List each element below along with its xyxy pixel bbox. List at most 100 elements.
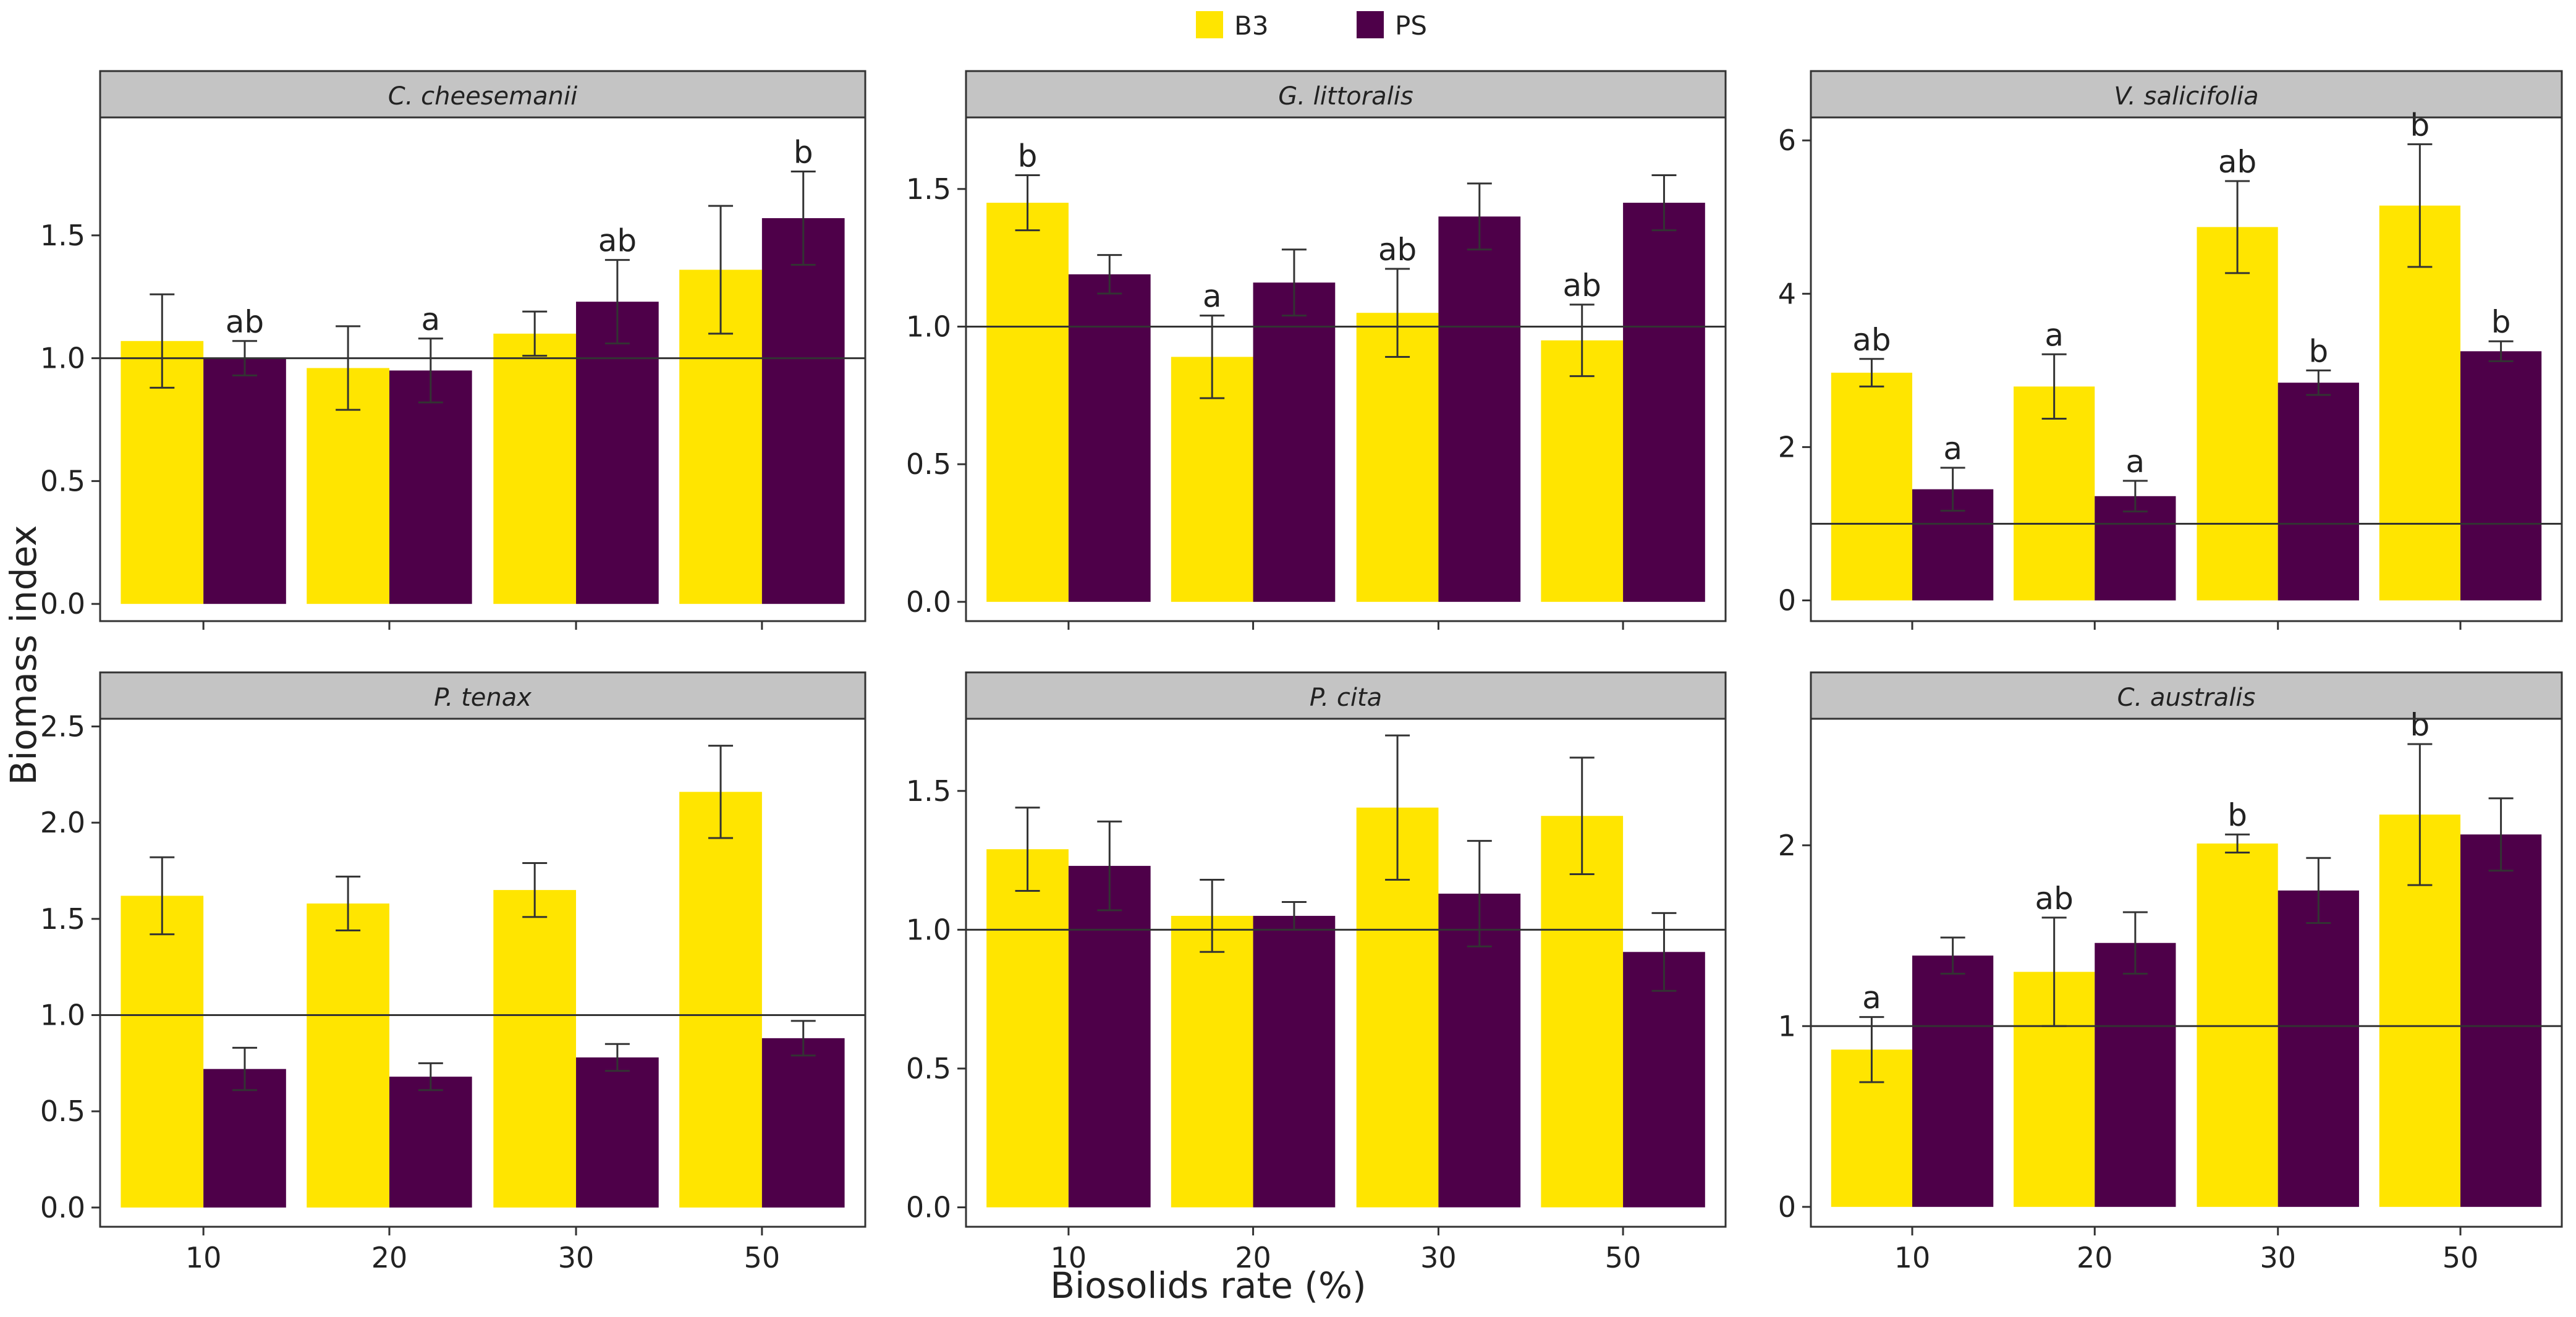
- significance-label: a: [2044, 317, 2064, 353]
- y-tick-label: 1: [1778, 1009, 1796, 1043]
- bar-ps-50: [2460, 351, 2542, 601]
- legend-item-ps: PS: [1357, 11, 1427, 41]
- y-tick-label: 0.0: [906, 1191, 951, 1224]
- y-tick-label: 0.5: [40, 464, 85, 498]
- y-tick-label: 6: [1778, 124, 1796, 157]
- errorbar-b3-10: [1859, 358, 1884, 387]
- bar-b3-20: [2014, 386, 2095, 601]
- bar-b3-50: [679, 792, 762, 1208]
- panel-strip: [1810, 70, 2563, 119]
- panel-border: [99, 718, 866, 1228]
- panel-3: V. salicifolia 0 2 4 6 ab a a a ab b b b: [1778, 70, 2563, 630]
- legend-item-b3: B3: [1196, 11, 1269, 41]
- errorbar-ps-20: [2122, 911, 2148, 975]
- bar-b3-30: [2197, 227, 2278, 601]
- bar-ps-10: [1068, 274, 1151, 602]
- bar-ps-50: [1623, 203, 1705, 602]
- bar-b3-10: [986, 849, 1069, 1208]
- errorbar-b3-50: [708, 745, 734, 839]
- panel-border: [1810, 116, 2563, 622]
- errorbar-b3-50: [708, 205, 734, 335]
- errorbar-ps-10: [1097, 254, 1122, 295]
- errorbar-b3-20: [1200, 879, 1225, 953]
- panel-border: [965, 116, 1727, 622]
- errorbar-b3-20: [336, 875, 361, 931]
- bar-ps-20: [1253, 915, 1336, 1208]
- significance-label: b: [2227, 797, 2247, 833]
- panel-strip: [99, 70, 866, 119]
- errorbar-ps-30: [2306, 857, 2331, 925]
- bar-b3-30: [493, 890, 577, 1208]
- significance-label: b: [2410, 707, 2430, 743]
- errorbar-b3-30: [1385, 734, 1410, 881]
- x-tick-label: 10: [1894, 1241, 1931, 1274]
- errorbar-ps-30: [2306, 369, 2331, 396]
- significance-label: a: [421, 302, 440, 337]
- panel-2: G. littoralis 0.0 0.5 1.0 1.5 b a ab ab: [906, 70, 1727, 630]
- x-tick-label: 20: [1235, 1241, 1271, 1274]
- y-tick-label: 1.0: [40, 342, 85, 375]
- errorbar-ps-10: [232, 1046, 257, 1091]
- bar-b3-10: [1831, 373, 1913, 601]
- x-tick-label: 30: [1420, 1241, 1457, 1274]
- bar-ps-10: [1912, 955, 1994, 1207]
- bar-ps-30: [1438, 216, 1521, 602]
- errorbar-b3-10: [150, 856, 175, 936]
- bar-ps-50: [1623, 952, 1705, 1208]
- bar-ps-20: [389, 370, 472, 604]
- errorbar-ps-20: [418, 337, 443, 404]
- y-tick-label: 4: [1778, 277, 1796, 310]
- y-tick-label: 0.5: [906, 447, 951, 481]
- x-tick-label: 10: [185, 1241, 222, 1274]
- errorbar-b3-30: [522, 862, 548, 918]
- bar-ps-10: [1068, 866, 1151, 1208]
- bar-ps-50: [761, 218, 845, 604]
- y-tick-label: 0.0: [40, 587, 85, 620]
- bar-ps-10: [203, 358, 286, 604]
- errorbar-b3-10: [1015, 174, 1040, 232]
- y-tick-label: 0.5: [40, 1095, 85, 1128]
- y-tick-label: 1.0: [40, 999, 85, 1032]
- panel-strip: [965, 70, 1727, 119]
- bar-b3-50: [2379, 205, 2460, 601]
- bar-ps-30: [2277, 383, 2359, 601]
- panel-border: [99, 116, 866, 622]
- significance-label: b: [794, 134, 813, 170]
- x-tick-label: 50: [744, 1241, 781, 1274]
- x-tick-label: 20: [2077, 1241, 2113, 1274]
- y-tick-label: 2.5: [40, 709, 85, 743]
- y-tick-label: 0: [1778, 1190, 1796, 1224]
- significance-label: ab: [1852, 322, 1891, 358]
- errorbar-ps-10: [1940, 936, 1965, 975]
- significance-label: ab: [598, 223, 637, 259]
- x-tick-label: 10: [1051, 1241, 1087, 1274]
- errorbar-ps-20: [418, 1062, 443, 1091]
- significance-label: b: [2308, 333, 2328, 369]
- significance-label: a: [1203, 279, 1222, 315]
- x-tick-label: 50: [2443, 1241, 2479, 1274]
- significance-label: a: [1862, 980, 1881, 1016]
- errorbar-ps-50: [1651, 174, 1677, 232]
- significance-label: ab: [226, 304, 264, 340]
- y-axis-title: Biomass index: [2, 525, 44, 786]
- panel-5: P. cita 0.0 0.5 1.0 1.5 10 20 30 50: [906, 671, 1727, 1274]
- significance-label: b: [1018, 138, 1038, 174]
- errorbar-ps-50: [2488, 340, 2514, 362]
- bar-ps-50: [761, 1038, 845, 1208]
- bar-ps-10: [203, 1069, 286, 1208]
- significance-label: a: [1943, 431, 1962, 467]
- bar-b3-10: [121, 896, 204, 1208]
- y-tick-label: 1.0: [906, 310, 951, 343]
- significance-label: ab: [1563, 268, 1601, 303]
- y-tick-label: 1.5: [906, 172, 951, 206]
- errorbar-b3-30: [2225, 180, 2250, 274]
- significance-label: ab: [2035, 881, 2073, 917]
- bar-ps-30: [2277, 890, 2359, 1207]
- errorbar-b3-20: [1200, 315, 1225, 399]
- y-tick-label: 0.0: [906, 585, 951, 619]
- errorbar-ps-10: [1940, 467, 1965, 512]
- legend-label-b3: B3: [1234, 11, 1269, 41]
- bar-ps-30: [576, 302, 659, 604]
- errorbar-ps-50: [2488, 797, 2514, 872]
- errorbar-b3-30: [1385, 268, 1410, 358]
